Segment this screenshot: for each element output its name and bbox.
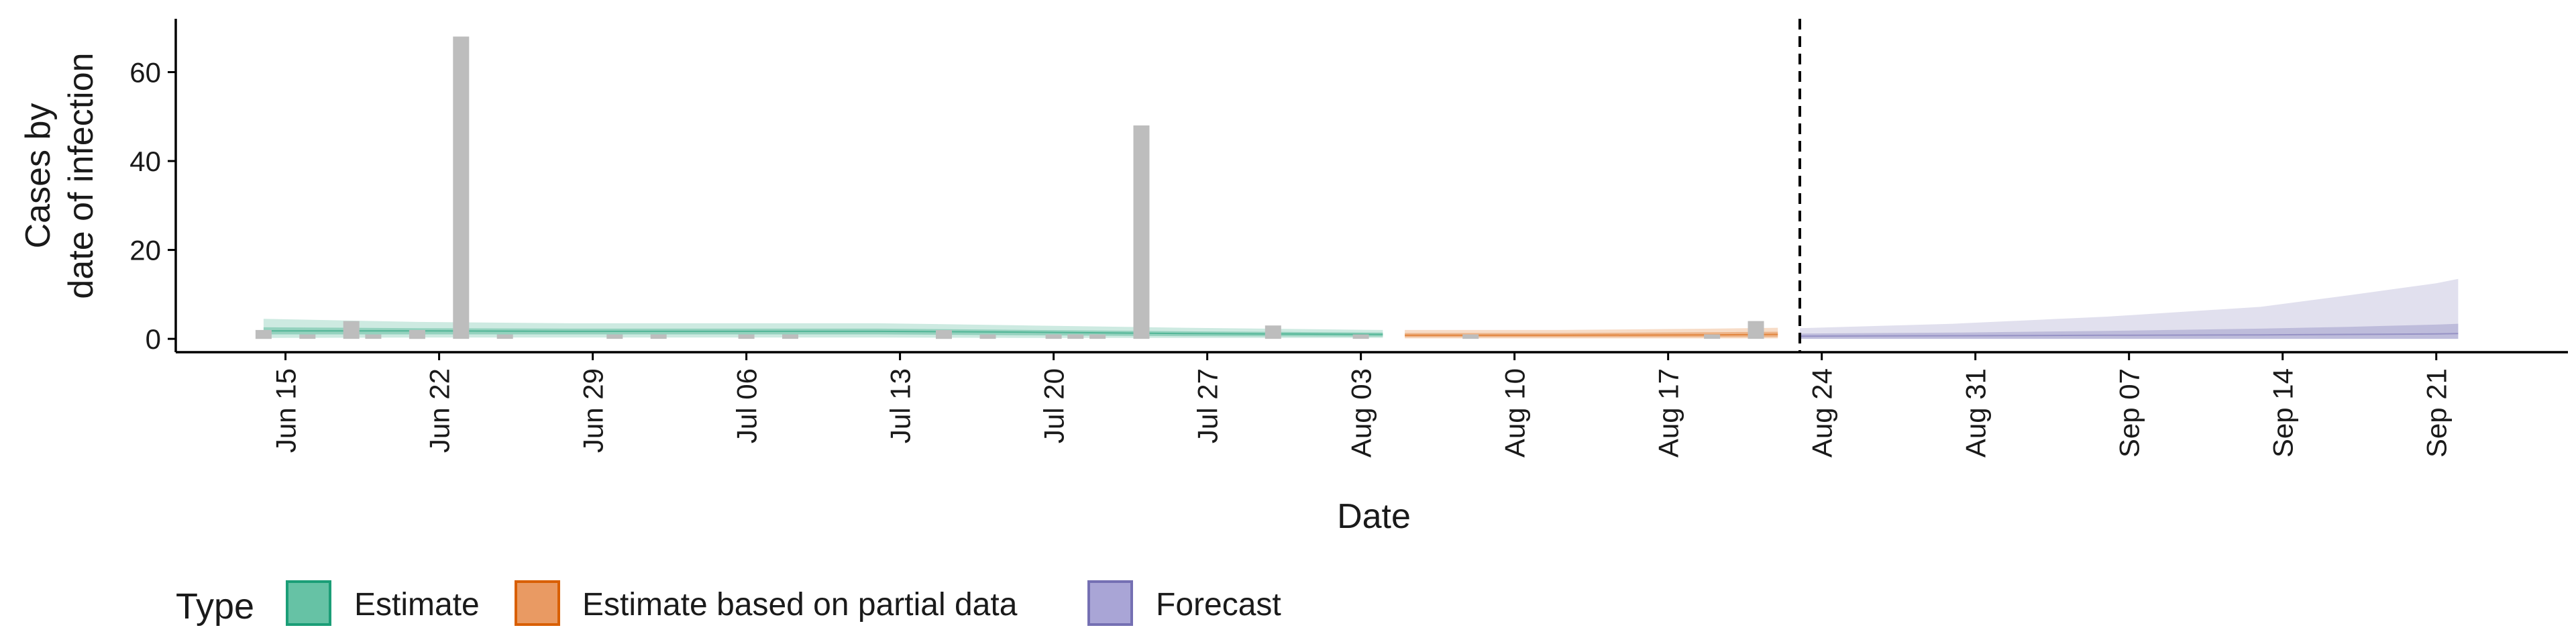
x-tick-label: Sep 14 (2267, 368, 2299, 458)
case-bar (1045, 334, 1062, 339)
x-tick-label: Jul 13 (885, 368, 916, 443)
case-bar (1462, 334, 1479, 339)
legend-label-forecast: Forecast (1156, 587, 1281, 623)
y-tick-label: 20 (129, 235, 161, 266)
estimate-bands (263, 278, 2459, 339)
case-bar (1265, 325, 1281, 339)
x-tick-label: Aug 10 (1499, 368, 1531, 458)
y-tick-label: 0 (146, 323, 161, 355)
x-tick-label: Jul 27 (1192, 368, 1224, 443)
legend-label-estimate: Estimate (354, 587, 480, 623)
x-tick-label: Sep 07 (2114, 368, 2145, 458)
forecast-outer-band (1800, 278, 2459, 339)
axes: 0 20 40 60 Jun 15 Jun 22 Jun 29 Jul 06 Jul 13 Jul… (129, 19, 2568, 458)
case-bar (979, 334, 996, 339)
case-bar (1133, 125, 1150, 339)
x-tick-label: Aug 03 (1346, 368, 1377, 458)
estimate-median-line (263, 330, 1383, 335)
case-bar (365, 334, 382, 339)
case-bar (1067, 334, 1084, 339)
case-bar (255, 329, 272, 339)
x-tick-label: Aug 24 (1807, 368, 1838, 458)
forecast-median-line (1799, 333, 2459, 337)
x-tick-label: Sep 21 (2421, 368, 2453, 458)
case-bar (782, 334, 798, 339)
y-tick-label: 60 (129, 57, 161, 89)
legend-title: Type (176, 586, 254, 627)
x-tick-label: Jun 22 (424, 368, 455, 453)
x-tick-label: Jun 15 (270, 368, 302, 453)
case-bar (1748, 321, 1764, 339)
case-bar (453, 36, 470, 339)
y-axis-title-line-2: date of infection (62, 52, 101, 299)
case-bar (606, 334, 623, 339)
x-axis-title: Date (1337, 497, 1411, 536)
legend: Type Estimate Estimate based on partial … (176, 580, 1281, 627)
legend-key-partial-data (515, 580, 560, 626)
case-bar (738, 334, 755, 339)
x-tick-label: Jun 29 (578, 368, 609, 453)
legend-label-partial-data: Estimate based on partial data (582, 587, 1018, 623)
x-tick-label: Jul 06 (731, 368, 763, 443)
case-bar (1089, 334, 1106, 339)
x-tick-label: Aug 31 (1960, 368, 1992, 458)
legend-key-forecast (1087, 580, 1133, 626)
case-bar (1704, 334, 1721, 339)
observed-case-bars (255, 36, 1764, 339)
x-tick-label: Jul 20 (1038, 368, 1070, 443)
case-bar (343, 321, 360, 339)
case-bar (409, 329, 425, 339)
case-bar (299, 334, 316, 339)
y-axis-title-line-1: Cases by (19, 103, 58, 249)
case-bar (936, 329, 952, 339)
x-tick-label: Aug 17 (1653, 368, 1684, 458)
case-bar (496, 334, 513, 339)
case-bar (1352, 334, 1369, 339)
case-bar (650, 334, 667, 339)
y-tick-label: 40 (129, 146, 161, 177)
legend-key-estimate (286, 580, 331, 626)
